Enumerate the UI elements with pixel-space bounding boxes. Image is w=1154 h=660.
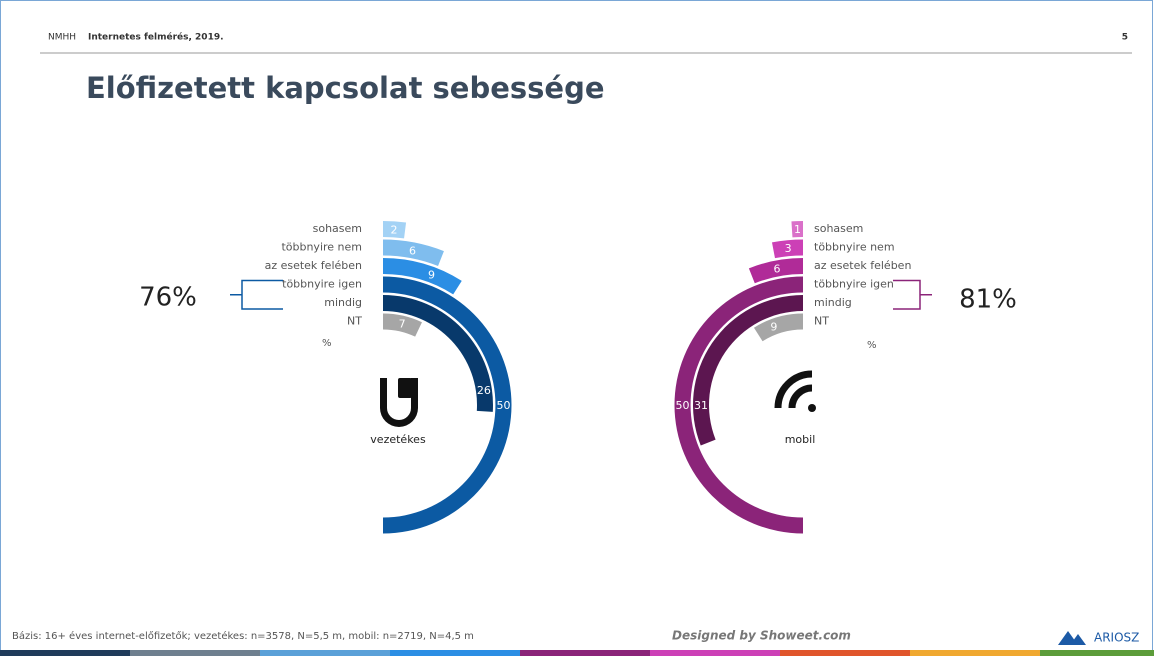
category-label: többnyire nem xyxy=(814,241,895,254)
value-label: 3 xyxy=(785,242,792,255)
value-label: 2 xyxy=(391,223,398,236)
category-label: többnyire igen xyxy=(282,278,362,291)
arc-bar xyxy=(674,276,803,534)
value-label: 9 xyxy=(770,321,777,334)
category-label: többnyire nem xyxy=(281,241,362,254)
unit-label: % xyxy=(322,338,332,349)
arc-bar xyxy=(383,258,462,295)
arc-bar xyxy=(383,276,512,534)
unit-label: % xyxy=(867,340,877,351)
arc-bar xyxy=(383,239,444,266)
summary: 76% xyxy=(139,283,197,313)
arc-bar xyxy=(383,221,407,239)
value-label: 26 xyxy=(477,384,491,397)
summary: 81% xyxy=(959,285,1017,315)
slide-title: Előfizetett kapcsolat sebessége xyxy=(86,71,605,105)
credit: Designed by Showeet.com xyxy=(672,629,851,643)
brand: ARIOSZ xyxy=(1094,631,1139,645)
base-note: Bázis: 16+ éves internet-előfizetők; vez… xyxy=(12,630,474,642)
chart-name: vezetékes xyxy=(370,433,426,446)
bracket xyxy=(230,279,283,310)
page-number: 5 xyxy=(1122,33,1128,43)
category-label: az esetek felében xyxy=(814,259,911,272)
brand-mark xyxy=(1058,631,1086,645)
value-label: 50 xyxy=(676,399,690,412)
value-label: 1 xyxy=(794,223,801,236)
category-label: sohasem xyxy=(313,222,362,235)
value-label: 9 xyxy=(428,269,435,282)
survey-name: Internetes felmérés, 2019. xyxy=(88,32,224,43)
chart-name: mobil xyxy=(785,433,816,446)
plug-icon xyxy=(380,378,418,427)
value-label: 7 xyxy=(399,318,406,331)
category-label: mindig xyxy=(324,296,362,309)
color-strip xyxy=(0,650,1154,656)
category-label: NT xyxy=(814,315,829,328)
category-label: sohasem xyxy=(814,222,863,235)
arc-bar xyxy=(791,221,803,238)
arc-bar xyxy=(693,295,803,446)
arc-bar xyxy=(771,239,803,259)
value-label: 6 xyxy=(409,244,416,257)
arc-bar xyxy=(753,313,803,342)
arc-bar xyxy=(383,313,422,337)
category-label: többnyire igen xyxy=(814,278,894,291)
category-label: az esetek felében xyxy=(265,259,362,272)
wifi-icon xyxy=(774,370,816,412)
bracket xyxy=(893,279,932,310)
arc-bar xyxy=(748,258,803,284)
logo: NMHH xyxy=(48,33,76,43)
arc-bar xyxy=(383,295,493,412)
value-label: 6 xyxy=(773,262,780,275)
category-label: NT xyxy=(347,315,362,328)
category-label: mindig xyxy=(814,296,852,309)
value-label: 31 xyxy=(694,399,708,412)
value-label: 50 xyxy=(497,399,511,412)
